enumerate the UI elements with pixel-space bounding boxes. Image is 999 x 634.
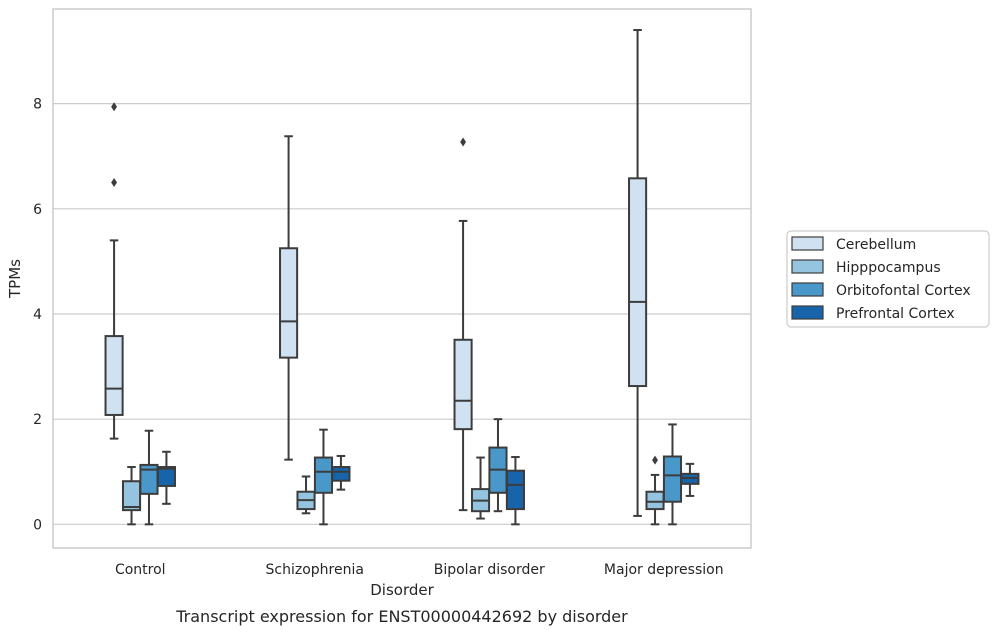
box-1-0: [279, 135, 299, 461]
legend-swatch: [791, 236, 824, 251]
box-3-3: [680, 462, 700, 497]
box-0-1: [121, 466, 142, 526]
box-iqr: [156, 466, 176, 487]
y-axis-title: TPMs: [6, 259, 24, 299]
box-1-3: [331, 454, 351, 491]
legend-label: Hipppocampus: [836, 260, 941, 276]
box-iqr: [662, 455, 683, 503]
x-axis-title: Disorder: [370, 581, 434, 599]
box-2-3: [505, 456, 525, 526]
box-iqr: [104, 335, 124, 416]
y-tick-label: 4: [33, 307, 42, 323]
box-3-1: [645, 455, 665, 526]
box-iqr: [331, 466, 351, 482]
plot-area-frame: [52, 8, 752, 549]
x-tick-label: Control: [115, 562, 166, 578]
box-1-2: [313, 428, 334, 526]
outlier-point: [460, 137, 466, 147]
box-iqr: [121, 480, 142, 512]
box-iqr: [279, 247, 299, 359]
box-iqr: [628, 177, 648, 388]
box-3-2: [662, 423, 683, 526]
outlier-point: [652, 455, 658, 465]
chart-caption: Transcript expression for ENST0000044269…: [175, 607, 628, 626]
box-iqr: [505, 469, 525, 511]
outlier-point: [111, 102, 117, 112]
box-0-3: [156, 450, 176, 505]
box-2-0: [453, 137, 473, 512]
x-tick-label: Schizophrenia: [266, 562, 364, 578]
y-tick-label: 8: [33, 97, 42, 113]
box-3-0: [628, 29, 648, 517]
legend: Cerebellum Hipppocampus Orbitofontal Corte…: [786, 230, 990, 328]
legend-swatch: [791, 282, 824, 297]
box-2-2: [488, 418, 508, 513]
y-tick-label: 6: [33, 202, 42, 218]
box-2-1: [470, 456, 491, 520]
legend-swatch: [791, 259, 824, 274]
box-1-1: [296, 475, 316, 515]
box-iqr: [313, 456, 334, 494]
legend-label: Prefrontal Cortex: [836, 306, 955, 322]
box-0-2: [139, 429, 159, 526]
legend-label: Orbitofontal Cortex: [836, 283, 971, 299]
x-tick-label: Bipolar disorder: [434, 562, 545, 578]
legend-swatch: [791, 305, 824, 320]
y-tick-label: 0: [33, 517, 42, 533]
y-tick-label: 2: [33, 412, 42, 428]
x-tick-label: Major depression: [604, 562, 724, 578]
legend-label: Cerebellum: [836, 237, 916, 253]
outlier-point: [111, 178, 117, 188]
box-0-0: [104, 102, 124, 440]
box-iqr: [453, 338, 473, 431]
x-axis-ticks: Control Schizophrenia Bipolar disorder Majo…: [115, 562, 724, 578]
legend-frame: [786, 230, 990, 328]
y-axis-ticks: 0 2 4 6 8: [33, 97, 42, 534]
box-groups: [104, 29, 700, 526]
box-iqr: [645, 490, 665, 511]
